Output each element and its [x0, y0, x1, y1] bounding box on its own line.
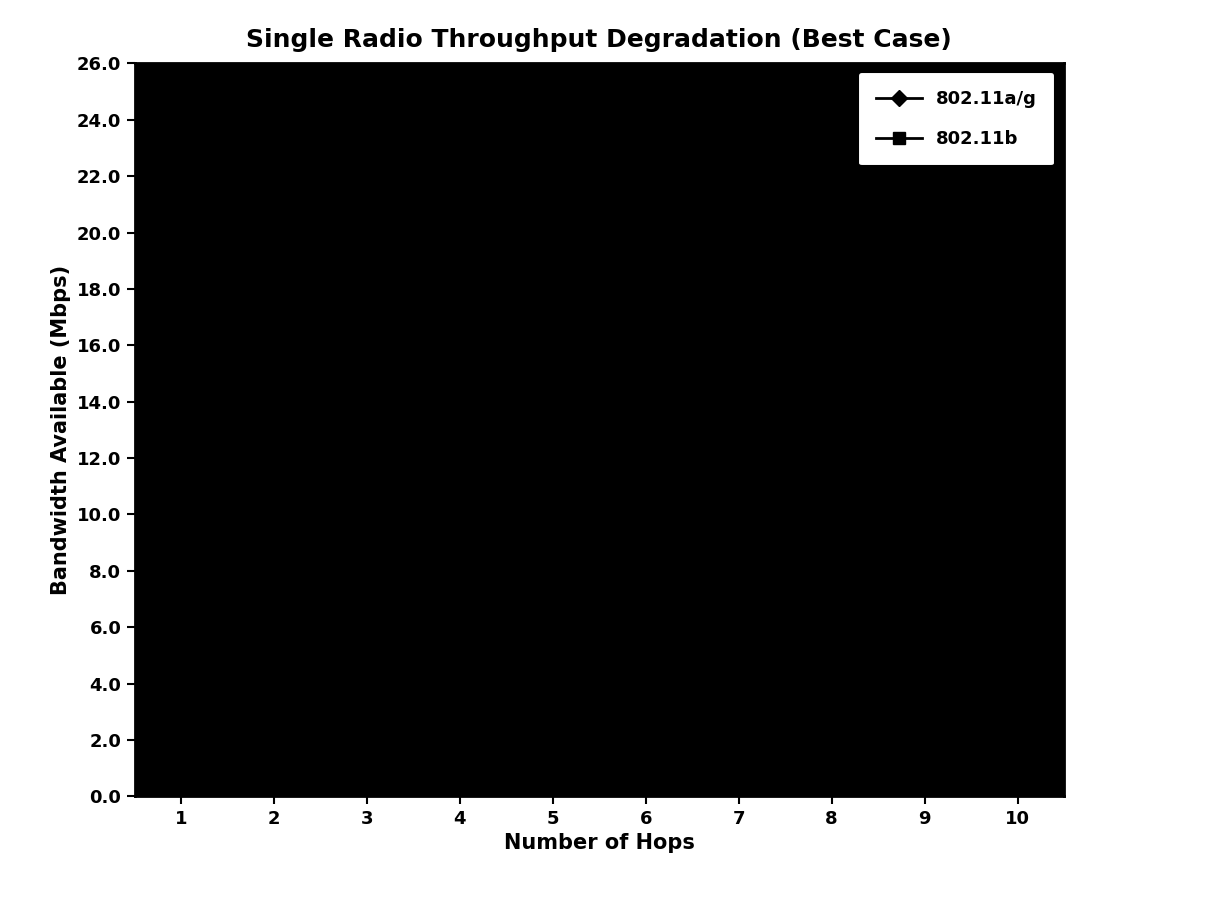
802.11b: [731, 769, 746, 780]
802.11a/g: [267, 481, 281, 491]
802.11b: [1010, 776, 1025, 786]
Title: Single Radio Throughput Degradation (Best Case): Single Radio Throughput Degradation (Bes…: [246, 28, 953, 52]
802.11b: [917, 774, 932, 785]
Legend: 802.11a/g, 802.11b: 802.11a/g, 802.11b: [859, 72, 1055, 167]
802.11b: [174, 636, 188, 647]
802.11b: [360, 739, 374, 750]
802.11a/g: [731, 702, 746, 713]
802.11a/g: [174, 171, 188, 182]
802.11b: [638, 765, 653, 776]
802.11a/g: [638, 688, 653, 699]
X-axis label: Number of Hops: Number of Hops: [504, 834, 695, 853]
802.11b: [545, 760, 560, 771]
802.11a/g: [360, 585, 374, 595]
802.11b: [267, 713, 281, 724]
802.11b: [453, 752, 467, 763]
Line: 802.11b: 802.11b: [175, 636, 1024, 786]
Line: 802.11a/g: 802.11a/g: [175, 170, 1024, 740]
802.11a/g: [917, 722, 932, 733]
802.11b: [824, 772, 839, 783]
802.11a/g: [545, 667, 560, 678]
802.11a/g: [824, 713, 839, 724]
Y-axis label: Bandwidth Available (Mbps): Bandwidth Available (Mbps): [51, 265, 71, 595]
802.11a/g: [453, 636, 467, 647]
802.11a/g: [1010, 729, 1025, 739]
